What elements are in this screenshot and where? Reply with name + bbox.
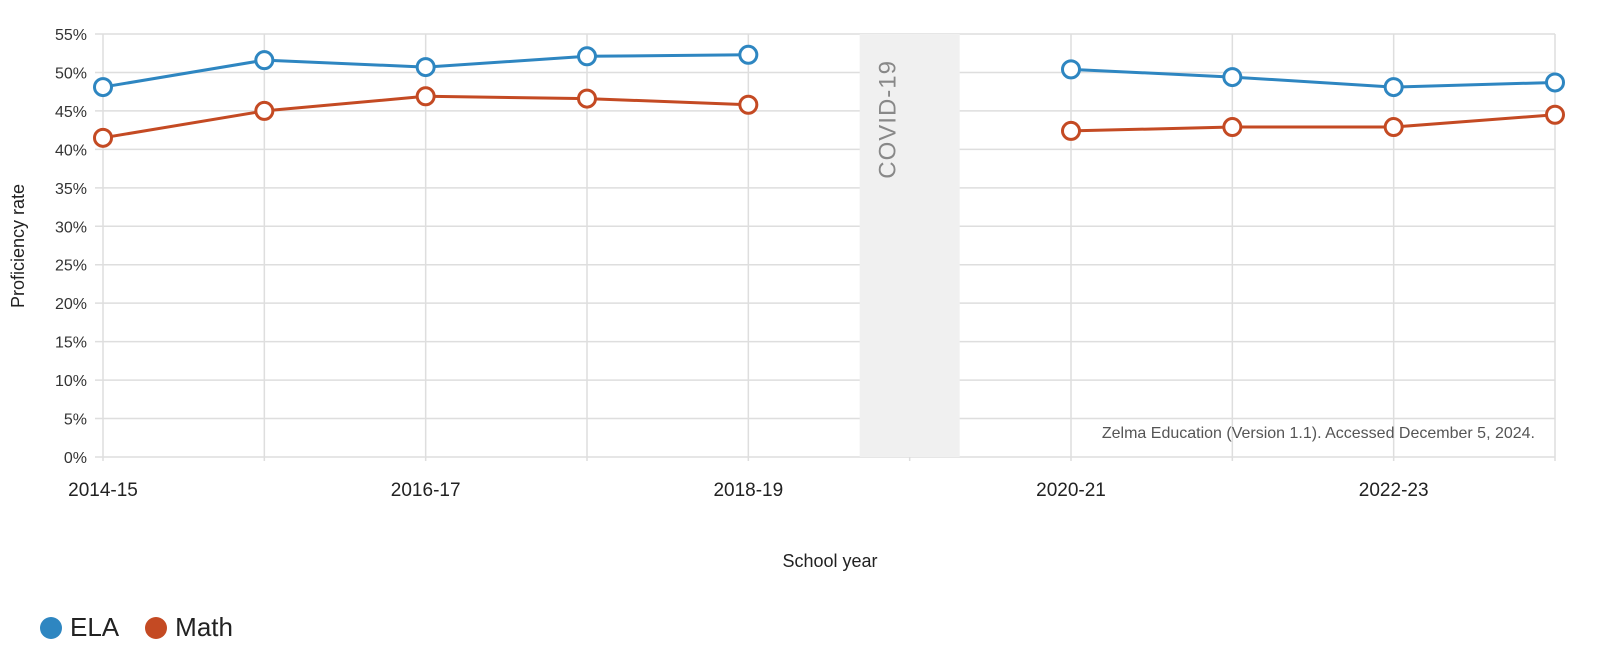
x-tick-label: 2014-15 — [68, 480, 138, 501]
legend-label: ELA — [70, 612, 120, 642]
series-ela — [93, 44, 1565, 98]
data-point[interactable] — [1061, 120, 1081, 141]
data-point[interactable] — [93, 127, 113, 148]
line-chart: COVID-19 0% 5% 10% 15% 20% 25% 30% 35% 40% 45% 50%… — [8, 27, 1565, 571]
legend-item-math[interactable]: Math — [145, 612, 233, 643]
y-tick-label: 20% — [55, 296, 87, 313]
data-point[interactable] — [1545, 104, 1565, 125]
y-tick-label: 30% — [55, 219, 87, 236]
x-tick-label: 2022-23 — [1359, 480, 1429, 501]
series-line-math — [1070, 113, 1556, 133]
data-point[interactable] — [1222, 67, 1243, 88]
covid-band-label: COVID-19 — [875, 60, 902, 179]
data-point[interactable] — [254, 50, 275, 71]
data-point[interactable] — [1383, 117, 1404, 138]
y-axis-ticks: 0% 5% 10% 15% 20% 25% 30% 35% 40% 45% 50% 55% — [55, 27, 87, 467]
chart-grid — [95, 33, 1556, 461]
source-note: Zelma Education (Version 1.1). Accessed … — [1102, 425, 1535, 442]
data-point[interactable] — [1383, 77, 1404, 98]
y-tick-label: 10% — [55, 373, 87, 390]
data-point[interactable] — [577, 46, 597, 67]
chart-series — [93, 44, 1565, 148]
covid-band: COVID-19 — [859, 34, 960, 457]
x-axis-ticks: 2014-15 2016-17 2018-19 2020-21 2022-23 — [68, 480, 1428, 501]
data-point[interactable] — [93, 77, 113, 98]
y-tick-label: 35% — [55, 181, 87, 198]
y-tick-label: 5% — [64, 412, 87, 429]
covid-band-rect — [859, 34, 960, 457]
data-point[interactable] — [415, 86, 436, 107]
y-tick-label: 25% — [55, 258, 87, 275]
chart-legend: ELA Math — [40, 612, 233, 643]
series-math — [93, 86, 1565, 148]
x-tick-label: 2016-17 — [391, 480, 461, 501]
y-axis-title: Proficiency rate — [8, 184, 28, 308]
y-tick-label: 55% — [55, 27, 87, 44]
x-tick-label: 2018-19 — [713, 480, 783, 501]
legend-item-ela[interactable]: ELA — [40, 612, 119, 643]
legend-swatch — [145, 616, 168, 639]
legend-label: Math — [175, 612, 233, 642]
data-point[interactable] — [738, 94, 759, 115]
y-tick-label: 50% — [55, 65, 87, 82]
y-tick-label: 0% — [64, 450, 87, 467]
series-line-ela — [1070, 67, 1556, 89]
y-tick-label: 15% — [55, 335, 87, 352]
legend-swatch — [40, 616, 62, 639]
data-point[interactable] — [1545, 72, 1565, 93]
x-tick-label: 2020-21 — [1036, 480, 1106, 501]
y-tick-label: 40% — [55, 142, 87, 159]
data-point[interactable] — [1222, 117, 1243, 138]
data-point[interactable] — [415, 57, 436, 78]
data-point[interactable] — [254, 100, 275, 121]
data-point[interactable] — [1061, 59, 1081, 80]
x-axis-title: School year — [782, 551, 877, 571]
data-point[interactable] — [577, 88, 597, 109]
y-tick-label: 45% — [55, 104, 87, 121]
data-point[interactable] — [738, 44, 759, 65]
